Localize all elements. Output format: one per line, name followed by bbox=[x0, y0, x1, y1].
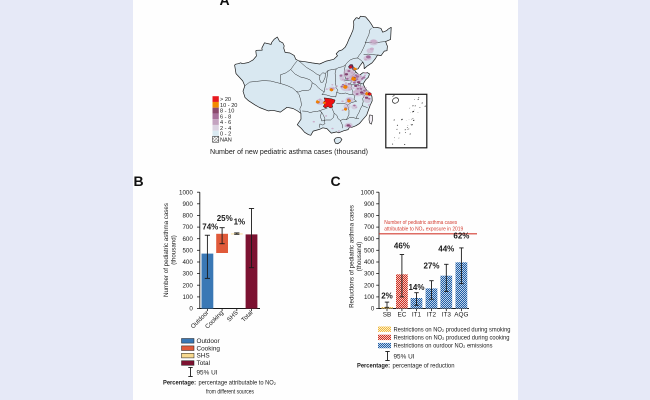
svg-text:NAN: NAN bbox=[220, 137, 232, 143]
svg-text:Number of pediatric asthma cas: Number of pediatric asthma cases bbox=[384, 220, 457, 226]
svg-text:500: 500 bbox=[182, 247, 193, 254]
svg-text:100: 100 bbox=[182, 294, 193, 301]
svg-text:(thousand): (thousand) bbox=[356, 242, 363, 272]
svg-text:95% UI: 95% UI bbox=[394, 354, 415, 361]
svg-text:(thousand): (thousand) bbox=[171, 235, 178, 265]
svg-text:IT1: IT1 bbox=[412, 312, 422, 319]
svg-text:600: 600 bbox=[182, 236, 193, 243]
svg-text:AQG: AQG bbox=[454, 312, 468, 319]
svg-text:800: 800 bbox=[182, 213, 193, 220]
svg-text:B: B bbox=[134, 173, 144, 189]
svg-text:> 20: > 20 bbox=[220, 97, 231, 103]
svg-text:700: 700 bbox=[182, 224, 193, 231]
svg-text:300: 300 bbox=[182, 271, 193, 278]
svg-text:attributable to NO₂ exposure i: attributable to NO₂ exposure in 2019 bbox=[384, 226, 463, 232]
svg-text:74%: 74% bbox=[202, 223, 218, 232]
svg-text:Restrictions on NO₂ produced d: Restrictions on NO₂ produced during smok… bbox=[394, 326, 511, 333]
svg-text:Reductions of pediatric asthma: Reductions of pediatric asthma cases bbox=[349, 205, 356, 308]
svg-text:900: 900 bbox=[364, 201, 375, 208]
svg-text:Number of new pediatric asthm: Number of new pediatric asthma cases (th… bbox=[210, 149, 368, 156]
svg-text:400: 400 bbox=[364, 259, 375, 266]
svg-text:IT3: IT3 bbox=[442, 312, 452, 319]
svg-text:500: 500 bbox=[364, 247, 375, 254]
svg-text:6 - 8: 6 - 8 bbox=[220, 115, 231, 121]
svg-text:EC: EC bbox=[397, 312, 406, 319]
svg-text:100: 100 bbox=[364, 294, 375, 301]
svg-text:IT2: IT2 bbox=[427, 312, 437, 319]
svg-text:400: 400 bbox=[182, 259, 193, 266]
svg-text:2%: 2% bbox=[381, 291, 393, 300]
svg-text:0 - 2: 0 - 2 bbox=[220, 132, 231, 138]
svg-text:Restrictions on NO₂ produced d: Restrictions on NO₂ produced during cook… bbox=[394, 335, 510, 342]
svg-text:Outdoor: Outdoor bbox=[197, 338, 221, 345]
svg-text:2 - 4: 2 - 4 bbox=[220, 126, 231, 132]
svg-text:27%: 27% bbox=[423, 262, 439, 271]
svg-text:1000: 1000 bbox=[361, 189, 375, 196]
svg-text:46%: 46% bbox=[394, 242, 410, 251]
svg-text:200: 200 bbox=[182, 282, 193, 289]
svg-text:1000: 1000 bbox=[179, 189, 193, 196]
svg-text:Restrictions on ourdoor NO₂ em: Restrictions on ourdoor NO₂ emissions bbox=[394, 343, 493, 350]
svg-text:Total: Total bbox=[197, 360, 211, 367]
svg-text:percentage of reduction: percentage of reduction bbox=[393, 363, 455, 370]
svg-text:200: 200 bbox=[364, 282, 375, 289]
svg-text:C: C bbox=[331, 173, 341, 189]
svg-text:14%: 14% bbox=[408, 283, 424, 292]
svg-text:900: 900 bbox=[182, 201, 193, 208]
svg-text:Number of pediatric asthma cas: Number of pediatric asthma cases bbox=[163, 203, 170, 297]
svg-text:1%: 1% bbox=[234, 217, 246, 226]
svg-text:10 - 20: 10 - 20 bbox=[220, 103, 237, 109]
svg-text:Percentage:: Percentage: bbox=[357, 363, 390, 370]
svg-text:700: 700 bbox=[364, 224, 375, 231]
svg-text:8 - 10: 8 - 10 bbox=[220, 109, 234, 115]
svg-text:800: 800 bbox=[364, 213, 375, 220]
svg-text:percentage attributable to NO₂: percentage attributable to NO₂ bbox=[199, 380, 277, 387]
svg-text:300: 300 bbox=[364, 271, 375, 278]
svg-text:SHS: SHS bbox=[197, 353, 210, 360]
svg-text:600: 600 bbox=[364, 236, 375, 243]
svg-text:95% UI: 95% UI bbox=[197, 370, 218, 377]
svg-text:from different sources: from different sources bbox=[206, 389, 254, 396]
svg-text:44%: 44% bbox=[438, 244, 454, 253]
svg-text:62%: 62% bbox=[453, 232, 469, 241]
svg-text:0: 0 bbox=[371, 306, 375, 313]
svg-text:Cooking: Cooking bbox=[197, 345, 221, 352]
svg-text:0: 0 bbox=[189, 306, 193, 313]
svg-text:Percentage:: Percentage: bbox=[163, 380, 196, 387]
svg-text:4 - 6: 4 - 6 bbox=[220, 120, 231, 126]
svg-text:25%: 25% bbox=[217, 214, 233, 223]
svg-text:A: A bbox=[220, 0, 230, 8]
svg-text:SB: SB bbox=[383, 312, 392, 319]
